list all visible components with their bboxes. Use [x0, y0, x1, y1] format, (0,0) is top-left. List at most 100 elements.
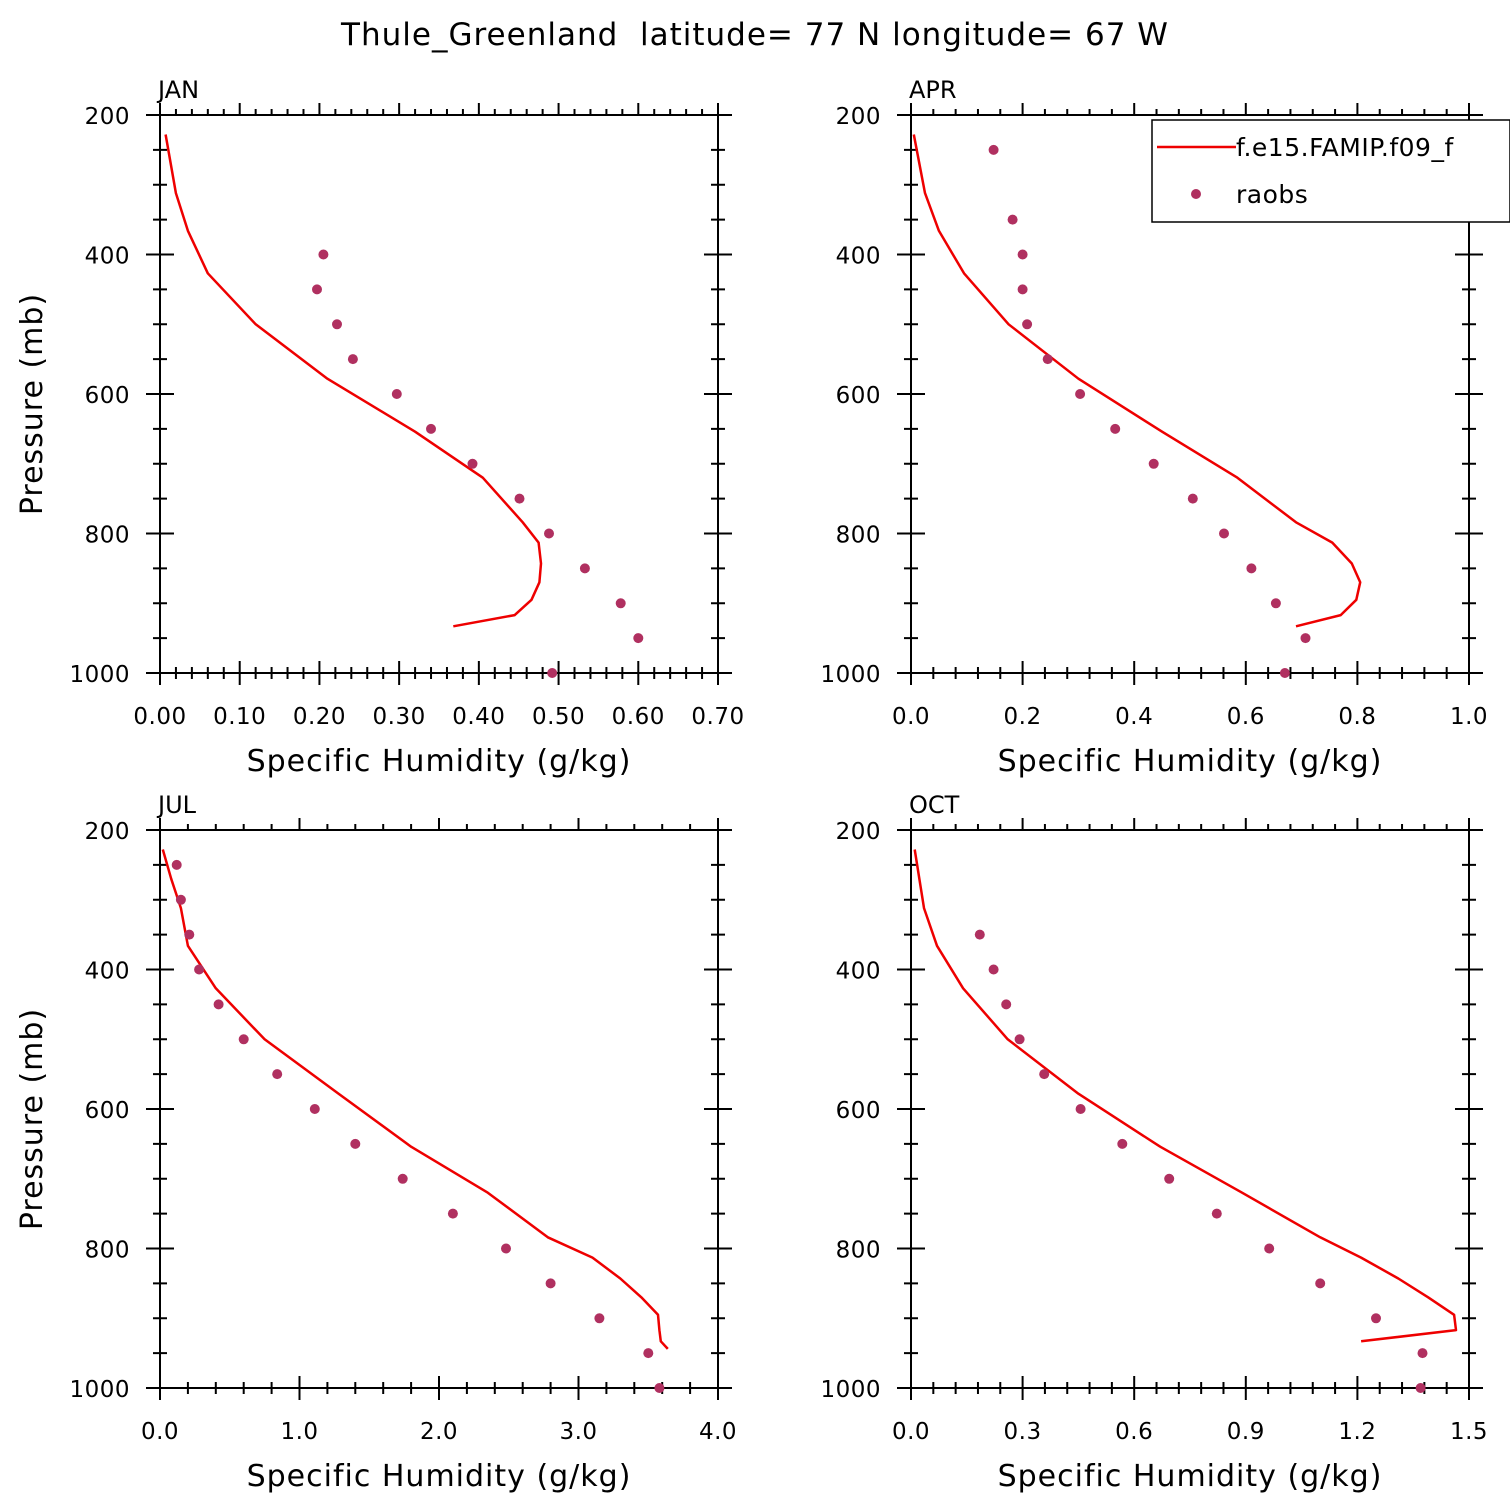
x-axis-label: Specific Humidity (g/kg): [998, 1459, 1383, 1494]
model-profile-line: [913, 849, 1458, 1343]
raobs-point: [309, 1104, 320, 1114]
raobs-point: [1164, 1173, 1175, 1184]
x-tick-label: 4.0: [699, 1419, 737, 1445]
x-tick-label: 0.0: [892, 704, 930, 730]
panel-apr: 0.0 0.2 0.4 0.6 0.8 1.0 200 400 600 800 1000 APR Spe…: [820, 76, 1488, 779]
panel-title: OCT: [909, 791, 960, 819]
raobs-points: [974, 929, 1428, 1393]
legend: f.e15.FAMIP.f09_f raobs: [1151, 119, 1510, 223]
raobs-point: [391, 389, 402, 399]
x-axis-label: Specific Humidity (g/kg): [247, 1459, 632, 1494]
x-tick-label: 1.5: [1450, 1419, 1488, 1445]
x-tick-label: 1.2: [1338, 1419, 1376, 1445]
x-tick-label: 0.40: [452, 704, 505, 730]
raobs-points: [312, 249, 644, 678]
x-tick-label: 0.6: [1227, 704, 1265, 730]
x-tick-label: 3.0: [559, 1419, 597, 1445]
raobs-point: [615, 598, 626, 609]
y-ticks: [146, 114, 732, 674]
y-tick-label: 400: [85, 244, 130, 270]
panel-title: JAN: [156, 76, 199, 104]
x-ticks: [910, 103, 1470, 685]
plot-frame: [159, 829, 719, 1389]
raobs-point: [1007, 214, 1018, 225]
raobs-point: [1042, 354, 1053, 365]
y-tick-label: 400: [85, 959, 130, 985]
raobs-point: [272, 1069, 283, 1080]
raobs-point: [447, 1208, 458, 1219]
raobs-point: [1219, 528, 1229, 539]
y-tick-label: 800: [836, 1238, 881, 1264]
panel-title: JUL: [156, 791, 197, 819]
raobs-point: [514, 493, 525, 504]
x-tick-label: 0.0: [141, 1419, 179, 1445]
y-tick-label: 1000: [820, 662, 881, 688]
plot-frame: [910, 829, 1470, 1389]
raobs-point: [654, 1383, 665, 1393]
raobs-point: [1246, 563, 1257, 574]
raobs-point: [1110, 423, 1121, 434]
x-tick-label: 0.2: [1004, 704, 1042, 730]
raobs-point: [1417, 1348, 1428, 1359]
x-tick-label: 0.8: [1338, 704, 1376, 730]
raobs-point: [1371, 1313, 1381, 1324]
raobs-point: [988, 964, 999, 975]
raobs-point: [1117, 1138, 1128, 1149]
raobs-point: [988, 144, 999, 155]
raobs-point: [501, 1243, 511, 1254]
raobs-point: [643, 1348, 654, 1359]
raobs-point: [1039, 1069, 1050, 1080]
y-axis-label: Pressure (mb): [15, 293, 50, 515]
plot-frame: [159, 114, 719, 674]
raobs-point: [545, 1278, 556, 1289]
raobs-point: [1315, 1278, 1326, 1289]
x-tick-label: 0.00: [133, 704, 186, 730]
raobs-point: [184, 929, 195, 940]
raobs-point: [397, 1173, 408, 1184]
y-tick-label: 200: [836, 819, 881, 845]
raobs-point: [547, 668, 558, 678]
raobs-point: [1300, 633, 1311, 644]
legend-model-label: f.e15.FAMIP.f09_f: [1236, 133, 1454, 162]
x-tick-label: 1.0: [280, 1419, 318, 1445]
raobs-point: [544, 528, 554, 539]
y-tick-label: 1000: [69, 1377, 130, 1403]
raobs-point: [1017, 249, 1028, 260]
raobs-point: [1148, 458, 1159, 469]
y-axis-label: Pressure (mb): [15, 1008, 50, 1230]
raobs-points: [171, 859, 665, 1393]
model-profile-line: [164, 134, 543, 628]
raobs-point: [1022, 319, 1033, 330]
raobs-point: [347, 354, 358, 365]
y-tick-label: 1000: [69, 662, 130, 688]
x-tick-label: 2.0: [420, 1419, 458, 1445]
raobs-point: [1211, 1208, 1222, 1219]
raobs-point: [1001, 999, 1012, 1010]
panel-jul: 0.0 1.0 2.0 3.0 4.0 200 400 600 800 1000 JUL Specif…: [15, 791, 737, 1494]
x-tick-label: 0.4: [1115, 704, 1153, 730]
raobs-point: [213, 999, 224, 1010]
model-profile-line: [161, 849, 669, 1350]
legend-obs-label: raobs: [1236, 180, 1308, 209]
panel-oct: 0.0 0.3 0.6 0.9 1.2 1.5 200 400 600 800 1000 OCT Spe…: [820, 791, 1488, 1494]
raobs-point: [1017, 284, 1028, 295]
x-axis-label: Specific Humidity (g/kg): [998, 744, 1383, 779]
raobs-point: [594, 1313, 605, 1324]
legend-box: [1151, 119, 1510, 223]
raobs-point: [332, 319, 342, 330]
y-tick-label: 600: [836, 1098, 881, 1124]
panel-title: APR: [909, 76, 957, 104]
x-tick-label: 0.60: [612, 704, 665, 730]
raobs-points: [988, 144, 1311, 678]
x-tick-label: 0.30: [373, 704, 426, 730]
y-tick-label: 600: [836, 383, 881, 409]
y-tick-label: 400: [836, 959, 881, 985]
raobs-point: [1270, 598, 1281, 609]
y-tick-label: 800: [836, 523, 881, 549]
raobs-point: [175, 894, 186, 905]
x-ticks: [159, 818, 719, 1400]
y-tick-label: 600: [85, 383, 130, 409]
x-tick-label: 1.0: [1450, 704, 1488, 730]
raobs-point: [1075, 389, 1086, 399]
raobs-point: [1279, 668, 1290, 678]
